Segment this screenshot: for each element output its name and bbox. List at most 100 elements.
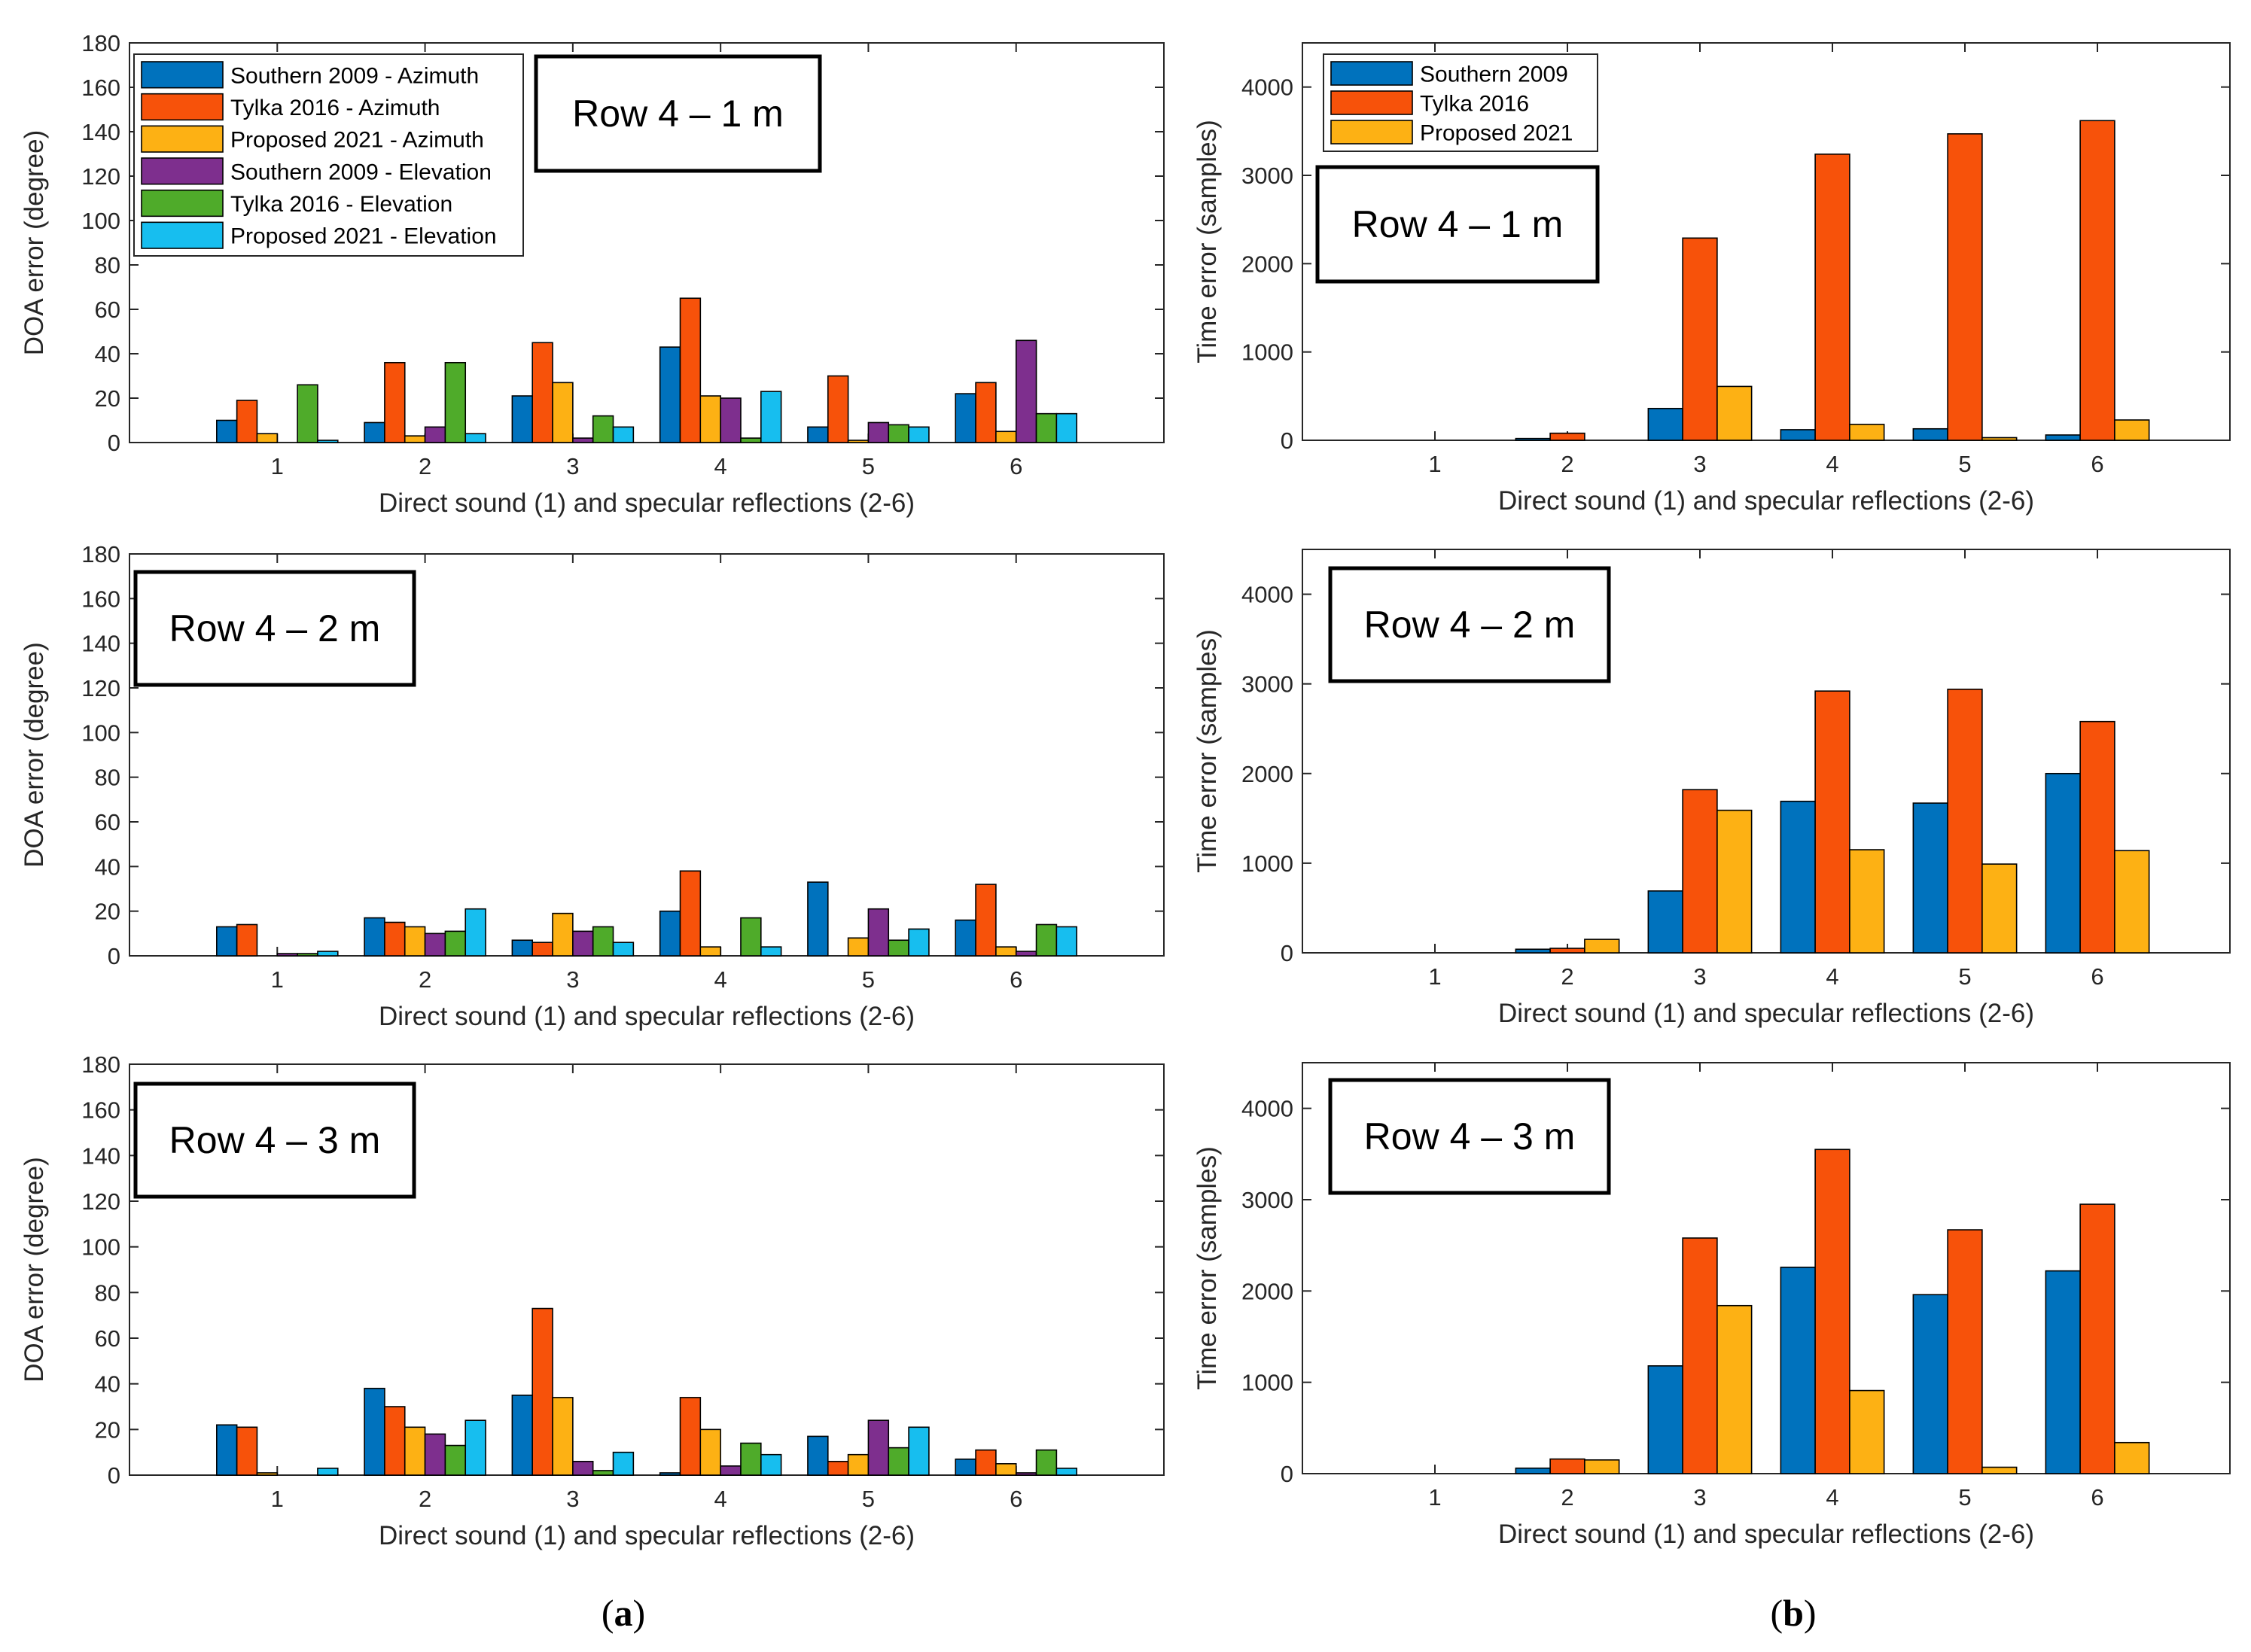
bar xyxy=(807,426,829,443)
legend-swatch xyxy=(1330,90,1413,115)
y-tick-label: 0 xyxy=(108,430,120,456)
bar xyxy=(532,1307,553,1476)
bar xyxy=(1716,1304,1753,1474)
x-tick-label: 1 xyxy=(1428,963,1441,990)
legend: Southern 2009 - Azimuth Tylka 2016 - Azim… xyxy=(133,53,524,257)
x-tick-label: 1 xyxy=(271,1486,284,1512)
legend-swatch xyxy=(1330,61,1413,86)
bar xyxy=(364,421,385,443)
chart-title: Row 4 – 3 m xyxy=(1364,1115,1576,1158)
bar xyxy=(760,391,782,443)
bar xyxy=(236,1426,258,1476)
bar xyxy=(975,1449,997,1476)
bar xyxy=(404,435,426,443)
bar xyxy=(1780,1266,1816,1474)
legend-label: Southern 2009 xyxy=(1420,62,1568,87)
bar xyxy=(572,437,594,443)
bar xyxy=(384,361,406,443)
y-tick-label: 100 xyxy=(81,1234,120,1261)
bar xyxy=(1981,863,2018,954)
bar xyxy=(1055,412,1077,443)
chart-b2: 0 1000 2000 3000 4000 1 2 3 4 5 6 Direct sound (1) … xyxy=(1193,549,2231,1028)
bar xyxy=(679,297,702,443)
x-tick-label: 4 xyxy=(1826,963,1838,990)
bar xyxy=(867,421,890,443)
bar xyxy=(760,946,782,957)
bar xyxy=(1647,407,1683,441)
x-tick-label: 2 xyxy=(1561,451,1573,477)
legend-swatch xyxy=(141,189,224,218)
bar xyxy=(511,1395,534,1476)
bar xyxy=(2114,1441,2150,1474)
bar xyxy=(659,910,681,957)
y-tick-label: 180 xyxy=(81,30,120,56)
legend-label: Proposed 2021 - Azimuth xyxy=(230,128,484,153)
bar xyxy=(384,921,406,957)
bar xyxy=(2079,120,2115,441)
bar xyxy=(699,946,721,957)
legend-swatch xyxy=(1330,120,1413,145)
bar xyxy=(679,1397,702,1476)
y-tick-label: 160 xyxy=(81,1097,120,1124)
bar xyxy=(2045,772,2081,954)
bar xyxy=(424,1433,446,1476)
title-box xyxy=(1315,165,1600,284)
bar xyxy=(2114,850,2150,954)
bar xyxy=(1849,424,1885,441)
y-tick-label: 120 xyxy=(81,675,120,701)
caption-a: (a) xyxy=(602,1592,645,1634)
bar xyxy=(908,426,930,443)
bar xyxy=(317,951,339,957)
y-tick-label: 140 xyxy=(81,631,120,657)
x-tick-label: 4 xyxy=(714,453,727,479)
x-tick-label: 2 xyxy=(419,966,431,993)
y-tick-label: 140 xyxy=(81,119,120,145)
bar xyxy=(1849,1389,1885,1474)
y-axis-label: DOA error (degree) xyxy=(20,130,49,356)
bar xyxy=(908,1426,930,1476)
x-tick-label: 2 xyxy=(1561,1484,1573,1511)
chart-title: Row 4 – 3 m xyxy=(169,1119,381,1161)
bar xyxy=(995,1463,1017,1476)
bar xyxy=(720,397,742,443)
y-tick-label: 3000 xyxy=(1241,671,1293,698)
bar xyxy=(2079,1203,2115,1474)
y-axis-label: Time error (samples) xyxy=(1193,629,1222,872)
bar xyxy=(1947,1229,1983,1474)
bar xyxy=(847,440,870,443)
bar xyxy=(2045,1270,2081,1474)
bar xyxy=(1814,1148,1850,1474)
bar xyxy=(807,1435,829,1476)
bar xyxy=(1912,802,1948,954)
x-tick-label: 3 xyxy=(1693,451,1706,477)
legend-label: Tylka 2016 xyxy=(1420,92,1529,117)
bar xyxy=(1682,789,1718,954)
chart-title: Row 4 – 2 m xyxy=(1364,604,1576,646)
bar xyxy=(1716,385,1753,441)
bar xyxy=(827,1461,849,1476)
bar xyxy=(364,1387,385,1476)
y-tick-label: 60 xyxy=(95,809,120,835)
bar xyxy=(867,1419,890,1476)
y-tick-label: 40 xyxy=(95,853,120,880)
y-tick-label: 0 xyxy=(108,943,120,969)
bar xyxy=(1912,1294,1948,1474)
bar xyxy=(424,932,446,957)
bar xyxy=(720,1465,742,1476)
x-axis-label: Direct sound (1) and specular reflection… xyxy=(1498,486,2034,516)
bar xyxy=(1780,429,1816,441)
bar xyxy=(888,424,909,443)
bar xyxy=(847,937,870,957)
x-tick-label: 3 xyxy=(566,453,579,479)
y-tick-label: 80 xyxy=(95,765,120,791)
legend-label: Tylka 2016 - Azimuth xyxy=(230,96,440,120)
bar xyxy=(552,382,574,443)
x-tick-label: 2 xyxy=(419,453,431,479)
x-tick-label: 6 xyxy=(2091,963,2103,990)
bar xyxy=(1515,437,1551,441)
bar xyxy=(532,342,553,443)
y-tick-label: 0 xyxy=(108,1462,120,1489)
y-tick-label: 80 xyxy=(95,1279,120,1306)
y-axis-label: DOA error (degree) xyxy=(20,1157,49,1383)
